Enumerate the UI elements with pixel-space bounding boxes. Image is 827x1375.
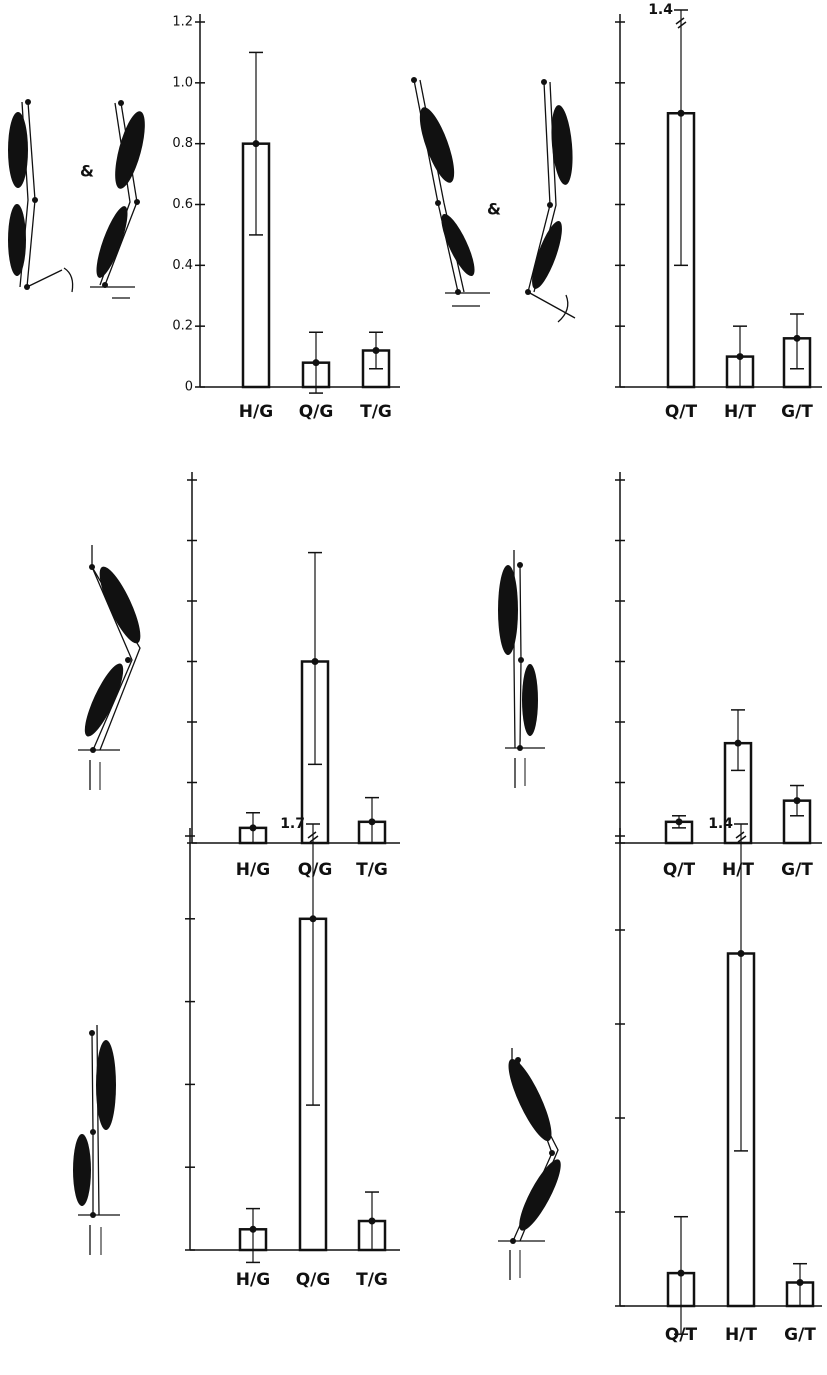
x-tick-label: Q/T <box>665 402 698 422</box>
axis-break <box>678 22 686 28</box>
y-tick-label: 1.2 <box>172 15 193 30</box>
figure: & & <box>0 0 827 1375</box>
leg-diagram <box>498 1048 568 1280</box>
x-tick-label: Q/G <box>298 860 333 880</box>
x-tick-label: Q/T <box>665 1325 698 1345</box>
axis-break <box>308 832 316 838</box>
break-label: 1.4 <box>648 2 673 18</box>
x-tick-label: Q/G <box>299 402 334 422</box>
axis-break <box>676 18 684 24</box>
y-tick-label: 0.8 <box>172 136 193 151</box>
x-tick-label: T/G <box>356 1270 388 1290</box>
svg-text:&: & <box>487 200 501 219</box>
x-tick-label: T/G <box>356 860 388 880</box>
x-tick-label: Q/T <box>663 860 696 880</box>
leg-diagram <box>498 550 545 788</box>
x-tick-label: Q/G <box>296 1270 331 1290</box>
x-tick-label: T/G <box>360 402 392 422</box>
x-tick-label: H/T <box>725 1325 757 1345</box>
break-label: 1.7 <box>280 816 305 832</box>
axis-break <box>736 832 744 838</box>
leg-diagram: & <box>411 77 575 322</box>
leg-diagram: & <box>8 99 151 298</box>
x-tick-label: G/T <box>784 1325 816 1345</box>
y-tick-label: 0.6 <box>172 197 193 212</box>
y-tick-label: 0.2 <box>172 319 193 334</box>
break-label: 1.4 <box>708 816 733 832</box>
x-tick-label: H/G <box>236 1270 270 1290</box>
leg-diagram <box>78 545 148 790</box>
axis-break <box>310 836 318 842</box>
y-tick-label: 0 <box>185 380 193 395</box>
leg-diagram <box>73 1025 120 1255</box>
x-tick-label: G/T <box>781 860 813 880</box>
y-tick-label: 0.4 <box>172 258 193 273</box>
x-tick-label: H/G <box>239 402 273 422</box>
x-tick-label: H/G <box>236 860 270 880</box>
x-tick-label: H/T <box>724 402 756 422</box>
svg-text:&: & <box>80 162 94 181</box>
y-tick-label: 1.0 <box>172 75 193 90</box>
x-tick-label: H/T <box>722 860 754 880</box>
axis-break <box>738 836 746 842</box>
x-tick-label: G/T <box>781 402 813 422</box>
